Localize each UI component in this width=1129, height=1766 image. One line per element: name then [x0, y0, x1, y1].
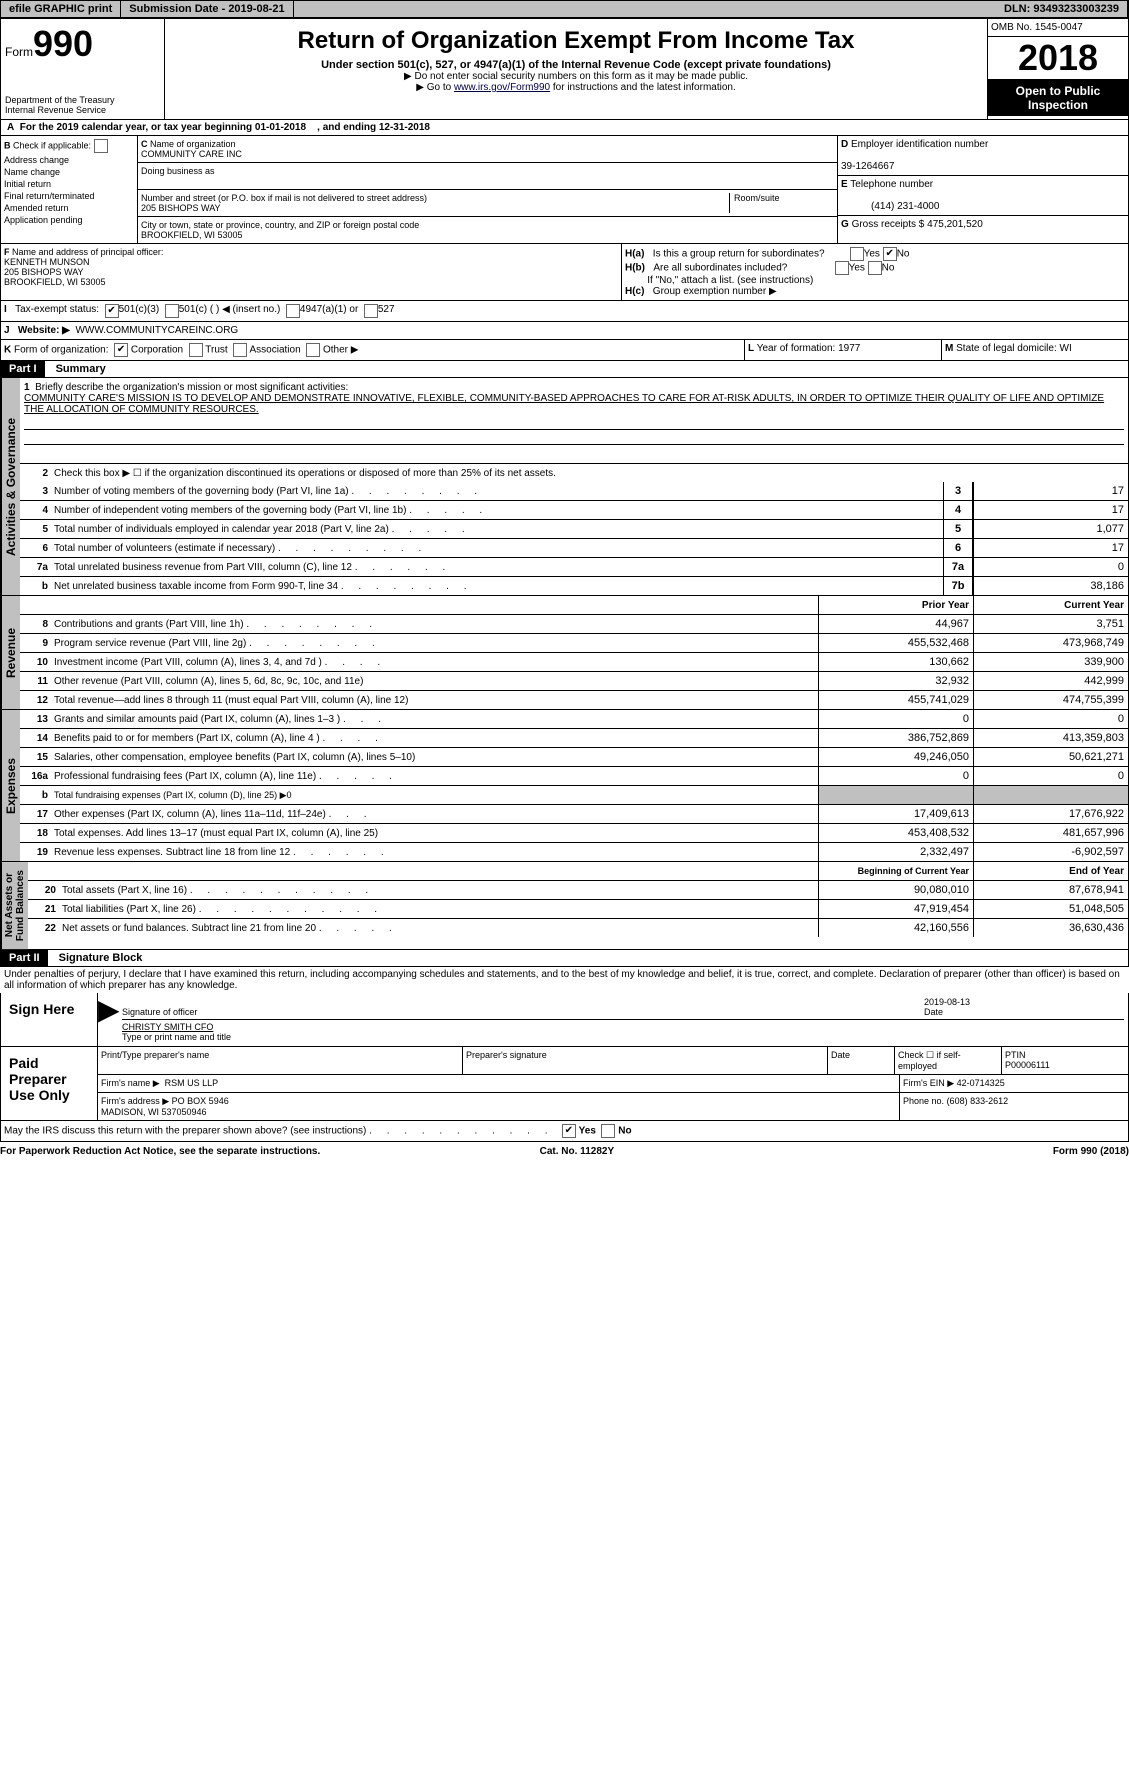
tax-year: 2018: [988, 37, 1128, 80]
submission-date: Submission Date - 2019-08-21: [121, 1, 293, 17]
discuss-yes-checkbox[interactable]: ✔: [562, 1124, 576, 1138]
part-i-header: Part I Summary: [0, 361, 1129, 378]
efile-label: efile GRAPHIC print: [1, 1, 121, 17]
gross-receipts: 475,201,520: [927, 219, 983, 230]
ptin: P00006111: [1005, 1060, 1050, 1070]
omb-number: OMB No. 1545-0047: [988, 19, 1128, 37]
section-f-h: F Name and address of principal officer:…: [0, 244, 1129, 301]
officer-name-title: CHRISTY SMITH CFO: [122, 1022, 1124, 1032]
firm-phone: (608) 833-2612: [947, 1096, 1009, 1106]
val-7b: 38,186: [973, 577, 1128, 595]
footer: For Paperwork Reduction Act Notice, see …: [0, 1142, 1129, 1161]
val-5: 1,077: [973, 520, 1128, 538]
discuss-no-checkbox[interactable]: [601, 1124, 615, 1138]
firm-ein: 42-0714325: [957, 1078, 1005, 1088]
expenses: Expenses 13Grants and similar amounts pa…: [0, 710, 1129, 862]
exp-tab: Expenses: [1, 710, 20, 861]
irs-link[interactable]: www.irs.gov/Form990: [454, 82, 550, 93]
line-i: I Tax-exempt status: ✔ 501(c)(3) 501(c) …: [0, 301, 1129, 322]
val-4: 17: [973, 501, 1128, 519]
corp-checkbox[interactable]: ✔: [114, 343, 128, 357]
opt-address-change[interactable]: Address change: [4, 155, 134, 165]
col-c: C Name of organizationCOMMUNITY CARE INC…: [138, 136, 837, 243]
opt-amended[interactable]: Amended return: [4, 203, 134, 213]
top-bar: efile GRAPHIC print Submission Date - 20…: [0, 0, 1129, 18]
form-header: Form990 Department of the Treasury Inter…: [0, 18, 1129, 120]
street: 205 BISHOPS WAY: [141, 203, 221, 213]
assoc-checkbox[interactable]: [233, 343, 247, 357]
line-a: A For the 2019 calendar year, or tax yea…: [0, 120, 1129, 136]
line-k-l-m: K Form of organization: ✔ Corporation Tr…: [0, 340, 1129, 361]
other-checkbox[interactable]: [306, 343, 320, 357]
ssn-note: ▶ Do not enter social security numbers o…: [169, 71, 983, 82]
val-6: 17: [973, 539, 1128, 557]
ein: 39-1264667: [841, 161, 894, 172]
hb-yes-checkbox[interactable]: [835, 261, 849, 275]
form-title: Return of Organization Exempt From Incom…: [169, 27, 983, 55]
sign-here: Sign Here ▶ 2019-08-13 Signature of offi…: [0, 993, 1129, 1121]
state-domicile: WI: [1060, 343, 1072, 354]
firm-name: RSM US LLP: [165, 1078, 219, 1088]
rev-tab: Revenue: [1, 596, 20, 709]
ha-yes-checkbox[interactable]: [850, 247, 864, 261]
dln: DLN: 93493233003239: [996, 1, 1128, 17]
department: Department of the Treasury Internal Reve…: [5, 95, 160, 115]
ag-tab: Activities & Governance: [1, 378, 20, 595]
trust-checkbox[interactable]: [189, 343, 203, 357]
year-formation: 1977: [838, 343, 860, 354]
col-de: D Employer identification number39-12646…: [837, 136, 1128, 243]
4947-checkbox[interactable]: [286, 304, 300, 318]
501c-checkbox[interactable]: [165, 304, 179, 318]
val-7a: 0: [973, 558, 1128, 576]
opt-final[interactable]: Final return/terminated: [4, 191, 134, 201]
activities-governance: Activities & Governance 1 Briefly descri…: [0, 378, 1129, 596]
org-name: COMMUNITY CARE INC: [141, 149, 242, 159]
officer-name: KENNETH MUNSON: [4, 257, 90, 267]
opt-name-change[interactable]: Name change: [4, 167, 134, 177]
hb-no-checkbox[interactable]: [868, 261, 882, 275]
officer-addr: 205 BISHOPS WAY BROOKFIELD, WI 53005: [4, 267, 106, 287]
opt-initial[interactable]: Initial return: [4, 179, 134, 189]
net-assets: Net Assets or Fund Balances Beginning of…: [0, 862, 1129, 950]
perjury-text: Under penalties of perjury, I declare th…: [0, 967, 1129, 993]
line-j: J Website: ▶ WWW.COMMUNITYCAREINC.ORG: [0, 322, 1129, 340]
phone: (414) 231-4000: [841, 201, 939, 212]
city: BROOKFIELD, WI 53005: [141, 230, 243, 240]
form-number: 990: [33, 23, 93, 64]
527-checkbox[interactable]: [364, 304, 378, 318]
col-b: B Check if applicable: Address change Na…: [1, 136, 138, 243]
mission-text: COMMUNITY CARE'S MISSION IS TO DEVELOP A…: [24, 393, 1104, 415]
goto-note: ▶ Go to www.irs.gov/Form990 for instruct…: [169, 82, 983, 93]
section-b-to-g: B Check if applicable: Address change Na…: [0, 136, 1129, 244]
form-subtitle: Under section 501(c), 527, or 4947(a)(1)…: [169, 59, 983, 71]
revenue: Revenue Prior YearCurrent Year 8Contribu…: [0, 596, 1129, 710]
opt-pending[interactable]: Application pending: [4, 215, 134, 225]
part-ii-header: Part II Signature Block: [0, 950, 1129, 967]
open-public: Open to Public Inspection: [988, 80, 1128, 116]
form-prefix: Form: [5, 45, 33, 59]
na-tab: Net Assets or Fund Balances: [1, 862, 28, 949]
website: WWW.COMMUNITYCAREINC.ORG: [75, 325, 238, 336]
arrow-icon: ▶: [98, 993, 118, 1046]
501c3-checkbox[interactable]: ✔: [105, 304, 119, 318]
val-3: 17: [973, 482, 1128, 500]
discuss-line: May the IRS discuss this return with the…: [0, 1121, 1129, 1142]
checkbox-icon[interactable]: [94, 139, 108, 153]
ha-no-checkbox[interactable]: ✔: [883, 247, 897, 261]
